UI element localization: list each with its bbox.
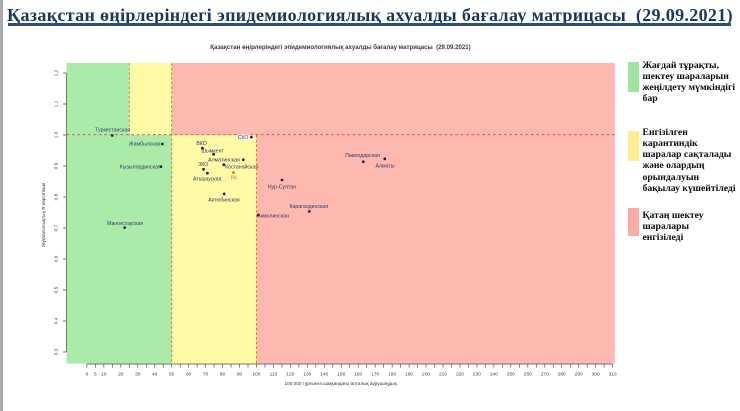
svg-text:120: 120 [286, 372, 294, 378]
svg-text:170: 170 [371, 372, 379, 378]
svg-text:ВКО: ВКО [196, 141, 206, 147]
svg-text:310: 310 [609, 372, 617, 378]
svg-text:Акмолинская: Акмолинская [257, 214, 289, 220]
svg-text:0.7: 0.7 [54, 224, 60, 231]
svg-text:40: 40 [152, 372, 158, 378]
svg-text:Кызылординская: Кызылординская [120, 164, 161, 170]
svg-text:130: 130 [303, 372, 311, 378]
svg-text:270: 270 [541, 372, 549, 378]
svg-text:210: 210 [439, 372, 447, 378]
svg-text:5: 5 [94, 372, 97, 378]
svg-text:Атырауская: Атырауская [193, 177, 222, 183]
svg-text:260: 260 [524, 372, 532, 378]
svg-text:СКО: СКО [238, 135, 249, 141]
svg-text:Карагандинская: Карагандинская [289, 204, 328, 210]
svg-text:240: 240 [490, 372, 498, 378]
svg-text:100 000 тұрғынға шаққандағы ап: 100 000 тұрғынға шаққандағы апталық ауру… [285, 381, 398, 386]
svg-text:1.0: 1.0 [54, 131, 60, 138]
svg-text:280: 280 [558, 372, 566, 378]
svg-text:Жұқпалылықтың R көрсеткіші: Жұқпалылықтың R көрсеткіші [41, 183, 46, 247]
svg-text:ЗКО: ЗКО [198, 162, 208, 168]
svg-text:300: 300 [592, 372, 600, 378]
svg-text:Туркестанская: Туркестанская [95, 128, 130, 134]
svg-text:110: 110 [270, 372, 278, 378]
svg-text:20: 20 [118, 372, 124, 378]
svg-text:РК: РК [231, 175, 237, 181]
svg-text:0.6: 0.6 [54, 255, 60, 262]
svg-text:140: 140 [320, 372, 328, 378]
svg-text:30: 30 [135, 372, 141, 378]
svg-text:1.2: 1.2 [54, 69, 60, 76]
svg-text:60: 60 [186, 372, 192, 378]
svg-text:290: 290 [575, 372, 583, 378]
svg-text:80: 80 [220, 372, 226, 378]
svg-text:0: 0 [86, 372, 89, 378]
svg-text:Алматы: Алматы [376, 164, 395, 170]
svg-text:160: 160 [354, 372, 362, 378]
svg-text:0.5: 0.5 [54, 286, 60, 293]
svg-text:0.9: 0.9 [54, 162, 60, 169]
svg-text:Шымкент: Шымкент [201, 148, 224, 154]
svg-text:230: 230 [473, 372, 481, 378]
svg-text:150: 150 [337, 372, 345, 378]
svg-text:0.8: 0.8 [54, 193, 60, 200]
svg-text:Жамбылская: Жамбылская [129, 141, 161, 147]
svg-text:0.4: 0.4 [54, 317, 60, 324]
svg-text:180: 180 [388, 372, 396, 378]
svg-text:1.1: 1.1 [54, 100, 60, 107]
svg-text:90: 90 [237, 372, 243, 378]
svg-text:190: 190 [405, 372, 413, 378]
svg-text:10: 10 [101, 372, 107, 378]
svg-text:70: 70 [203, 372, 209, 378]
svg-text:50: 50 [169, 372, 175, 378]
svg-text:100: 100 [252, 372, 260, 378]
svg-text:0.3: 0.3 [54, 348, 60, 355]
svg-text:Павлодарская: Павлодарская [345, 153, 380, 159]
svg-text:Алматинская: Алматинская [208, 157, 240, 163]
svg-text:Костанайская: Костанайская [225, 163, 258, 170]
svg-text:200: 200 [422, 372, 430, 378]
svg-text:220: 220 [456, 372, 464, 378]
svg-text:250: 250 [507, 372, 515, 378]
svg-text:Мангистауская: Мангистауская [107, 221, 143, 227]
svg-text:Нур-Султан: Нур-Султан [268, 185, 296, 191]
svg-text:Актюбинская: Актюбинская [208, 197, 240, 203]
